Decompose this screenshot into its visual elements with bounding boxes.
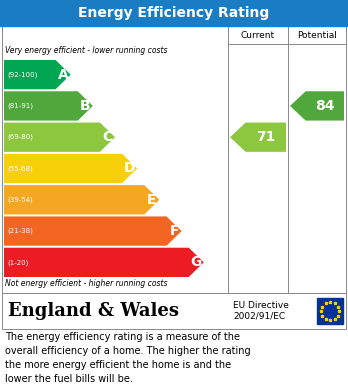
Text: (69-80): (69-80) [7, 134, 33, 140]
Text: D: D [124, 161, 135, 176]
Text: F: F [169, 224, 179, 238]
Bar [2, 293, 346, 329]
Text: B: B [80, 99, 90, 113]
Text: EU Directive: EU Directive [233, 301, 289, 310]
Text: (55-68): (55-68) [7, 165, 33, 172]
Polygon shape [230, 122, 286, 152]
Text: Potential: Potential [297, 30, 337, 39]
Bar [0, 0, 348, 26]
Polygon shape [4, 154, 137, 183]
Text: 84: 84 [315, 99, 334, 113]
Text: Energy Efficiency Rating: Energy Efficiency Rating [78, 6, 270, 20]
Text: The energy efficiency rating is a measure of the
overall efficiency of a home. T: The energy efficiency rating is a measur… [5, 332, 251, 384]
Text: (92-100): (92-100) [7, 72, 37, 78]
Text: Current: Current [241, 30, 275, 39]
Text: (1-20): (1-20) [7, 259, 29, 265]
Text: (21-38): (21-38) [7, 228, 33, 234]
Polygon shape [4, 217, 182, 246]
Text: E: E [147, 193, 157, 207]
Text: 2002/91/EC: 2002/91/EC [233, 312, 285, 321]
Polygon shape [4, 122, 115, 152]
Text: C: C [102, 130, 113, 144]
Text: A: A [58, 68, 69, 82]
Text: G: G [191, 255, 202, 269]
Bar [317, 298, 343, 324]
Text: Very energy efficient - lower running costs: Very energy efficient - lower running co… [5, 46, 167, 55]
Polygon shape [4, 91, 93, 120]
Text: (81-91): (81-91) [7, 103, 33, 109]
Bar [2, 26, 346, 293]
Text: 71: 71 [256, 130, 276, 144]
Polygon shape [290, 91, 344, 120]
Text: Not energy efficient - higher running costs: Not energy efficient - higher running co… [5, 279, 167, 288]
Text: England & Wales: England & Wales [8, 302, 179, 320]
Polygon shape [4, 185, 159, 214]
Polygon shape [4, 60, 71, 89]
Polygon shape [4, 248, 204, 277]
Text: (39-54): (39-54) [7, 197, 33, 203]
